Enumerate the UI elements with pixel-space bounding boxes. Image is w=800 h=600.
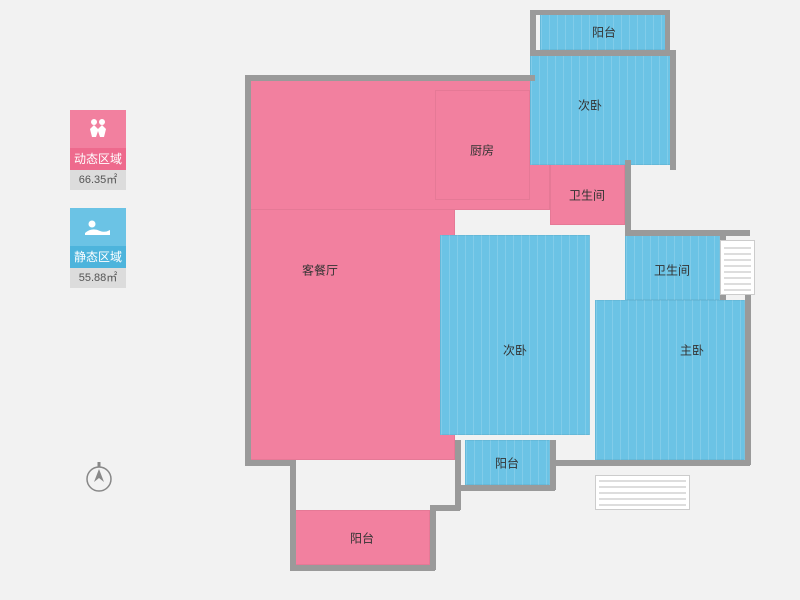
legend-panel: 动态区域 66.35㎡ 静态区域 55.88㎡ — [70, 110, 130, 306]
room-master — [595, 300, 745, 460]
wall-segment — [245, 460, 295, 466]
wall-segment — [625, 160, 631, 235]
room-label-bed2b: 次卧 — [503, 342, 527, 359]
wall-segment — [290, 460, 296, 570]
room-bed2b — [440, 235, 590, 435]
wall-segment — [455, 440, 461, 510]
wall-segment — [670, 50, 676, 170]
room-label-master: 主卧 — [680, 342, 704, 359]
wall-segment — [745, 295, 751, 465]
wall-segment — [245, 75, 251, 465]
wall-segment — [430, 510, 436, 570]
wall-segment — [625, 230, 750, 236]
wall-segment — [665, 10, 670, 55]
exterior-unit-1 — [595, 475, 690, 510]
room-label-balcony_n: 阳台 — [592, 24, 616, 41]
legend-static: 静态区域 55.88㎡ — [70, 208, 130, 288]
wall-segment — [530, 10, 670, 15]
room-label-bed2a: 次卧 — [578, 97, 602, 114]
legend-static-label: 静态区域 — [70, 246, 126, 268]
room-label-bath2: 卫生间 — [654, 262, 690, 279]
room-label-kitchen: 厨房 — [470, 142, 494, 159]
wall-segment — [455, 485, 555, 491]
room-bed2a — [530, 55, 675, 165]
exterior-unit-0 — [720, 240, 755, 295]
compass-icon — [84, 460, 114, 499]
legend-static-value: 55.88㎡ — [70, 268, 126, 288]
wall-segment — [530, 10, 536, 55]
wall-segment — [245, 75, 535, 81]
room-label-balcony_m: 阳台 — [495, 455, 519, 472]
room-label-living: 客餐厅 — [302, 262, 338, 279]
static-zone-icon — [70, 208, 126, 246]
dynamic-zone-icon — [70, 110, 126, 148]
wall-segment — [550, 460, 750, 466]
room-label-balcony_s: 阳台 — [350, 530, 374, 547]
wall-segment — [530, 50, 675, 56]
room-label-bath1: 卫生间 — [569, 187, 605, 204]
legend-dynamic-value: 66.35㎡ — [70, 170, 126, 190]
wall-segment — [290, 565, 435, 571]
legend-dynamic: 动态区域 66.35㎡ — [70, 110, 130, 190]
legend-dynamic-label: 动态区域 — [70, 148, 126, 170]
floor-plan: 客餐厅厨房卫生间阳台阳台次卧次卧卫生间主卧阳台 — [230, 10, 770, 590]
